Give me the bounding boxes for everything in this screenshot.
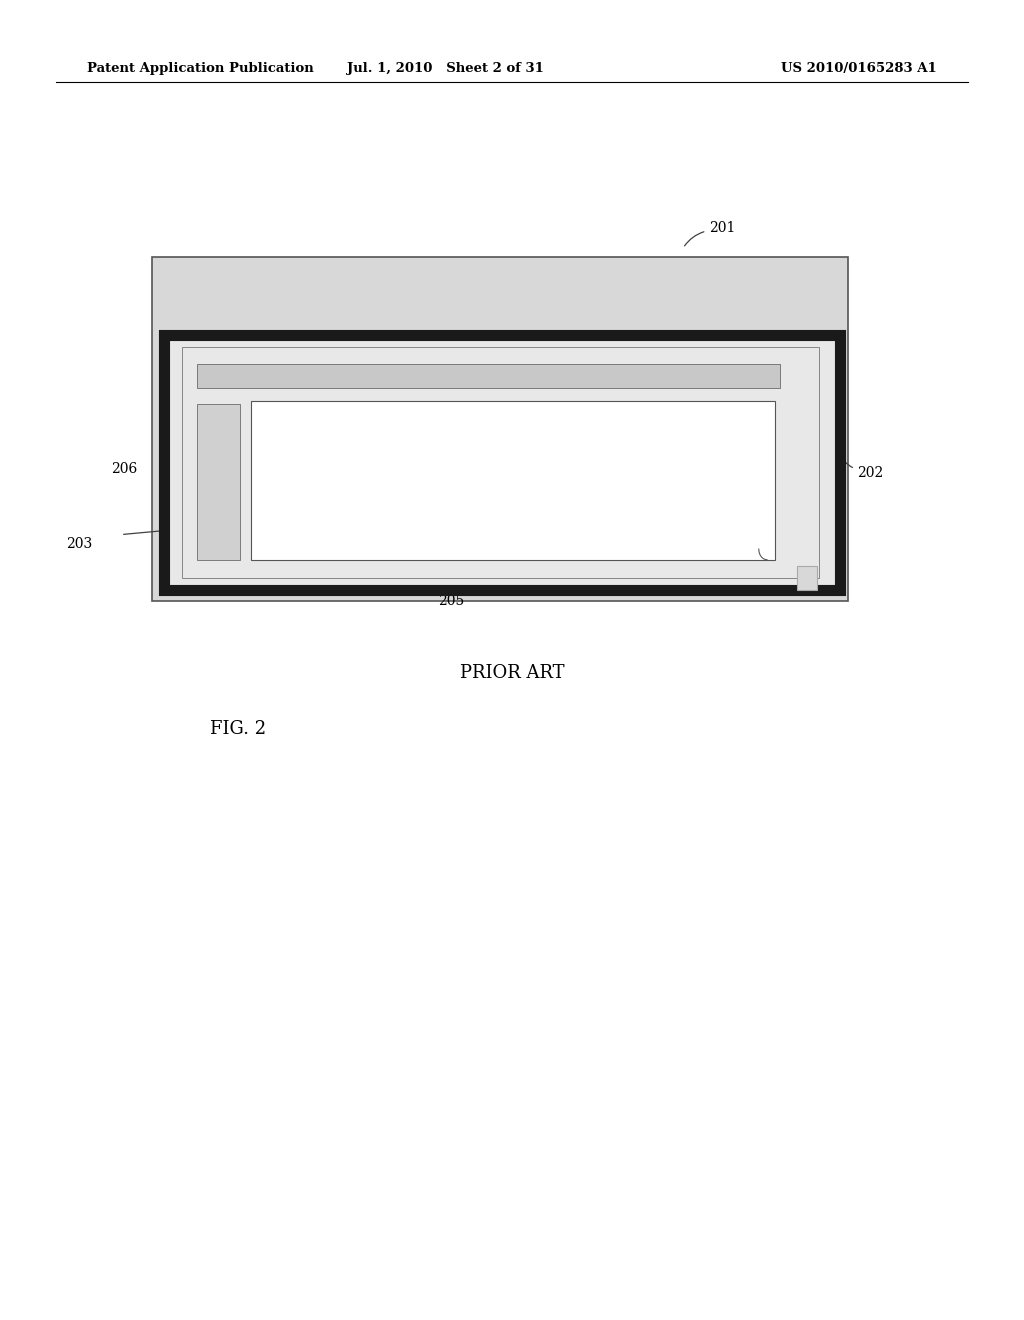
Bar: [182, 347, 819, 578]
Bar: [179, 412, 748, 491]
Text: 202: 202: [857, 466, 884, 479]
Text: Patent Application Publication: Patent Application Publication: [87, 62, 313, 75]
Text: 207: 207: [317, 367, 344, 380]
Bar: [164, 335, 840, 590]
Text: 205: 205: [438, 594, 465, 607]
Text: US 2010/0165283 A1: US 2010/0165283 A1: [781, 62, 937, 75]
Bar: [797, 566, 817, 590]
Text: FIG. 2: FIG. 2: [210, 719, 266, 738]
Bar: [152, 257, 848, 601]
Bar: [251, 401, 775, 560]
Text: 206: 206: [111, 462, 137, 475]
Text: 204: 204: [801, 541, 827, 554]
Bar: [197, 364, 780, 388]
Text: 201: 201: [709, 222, 735, 235]
Bar: [197, 404, 240, 560]
Text: 203: 203: [67, 537, 93, 550]
Text: PRIOR ART: PRIOR ART: [460, 664, 564, 682]
Text: 211: 211: [801, 579, 827, 593]
Text: Jul. 1, 2010   Sheet 2 of 31: Jul. 1, 2010 Sheet 2 of 31: [347, 62, 544, 75]
Bar: [179, 412, 228, 491]
